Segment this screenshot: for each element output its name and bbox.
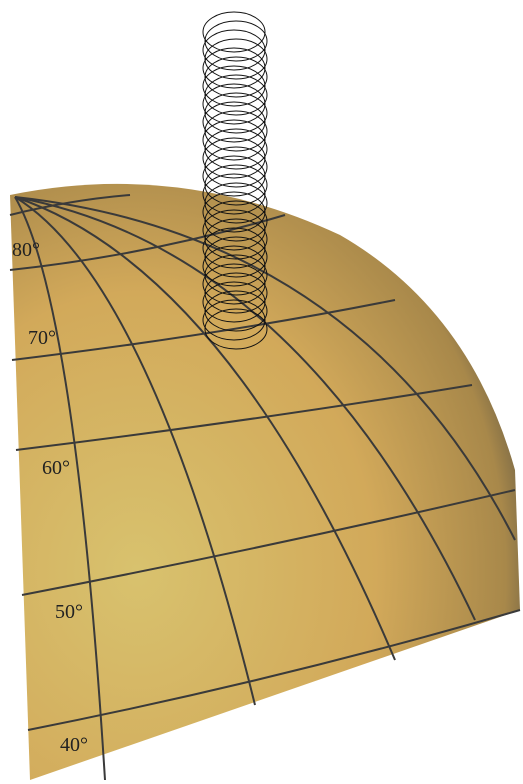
meridian-line [14, 196, 476, 621]
meridian-line [14, 196, 516, 541]
latitude-label: 50° [55, 601, 83, 623]
coil-loop [202, 263, 266, 305]
coil-loop [202, 191, 266, 233]
coil-loop [204, 218, 268, 260]
coil-loop [204, 308, 268, 350]
coil-loop [204, 200, 268, 242]
coil-loop [202, 281, 266, 323]
coil-loop [202, 209, 266, 251]
coil-loop [202, 83, 266, 125]
latitude-label: 60° [42, 457, 70, 479]
coil-loop [202, 11, 266, 53]
coil-loop [204, 146, 268, 188]
coil-loop [202, 137, 266, 179]
latitude-line [27, 609, 521, 731]
coil-loop [204, 56, 268, 98]
coil-loop [204, 164, 268, 206]
coil-loop [202, 101, 266, 143]
latitude-label: 80° [12, 239, 40, 261]
latitude-lines [9, 194, 521, 731]
coil-loop [202, 245, 266, 287]
coil [202, 11, 268, 350]
latitude-line [15, 384, 473, 451]
latitude-line [11, 299, 396, 361]
sphere-surface [10, 183, 520, 780]
coil-loop [202, 119, 266, 161]
coil-loop [202, 155, 266, 197]
coil-loop [204, 254, 268, 296]
coil-loop [204, 110, 268, 152]
coil-loop [204, 20, 268, 62]
coil-loop [202, 299, 266, 341]
meridian-lines [14, 196, 516, 781]
latitude-line [9, 214, 286, 271]
coil-loop [204, 272, 268, 314]
coil-loop [202, 227, 266, 269]
latitude-label: 70° [28, 327, 56, 349]
coil-loop [204, 128, 268, 170]
coil-loop [204, 74, 268, 116]
meridian-line [14, 196, 396, 661]
latitude-line [21, 489, 516, 596]
coil-loop [204, 92, 268, 134]
coil-loop [204, 236, 268, 278]
meridian-line [14, 196, 256, 706]
coil-loop [204, 290, 268, 332]
coil-loop [202, 173, 266, 215]
coil-loop [204, 38, 268, 80]
coil-loop [202, 47, 266, 89]
latitude-label: 40° [60, 734, 88, 756]
coil-loop [202, 29, 266, 71]
coil-loop [202, 65, 266, 107]
meridian-line [14, 196, 106, 781]
coil-loop [204, 182, 268, 224]
